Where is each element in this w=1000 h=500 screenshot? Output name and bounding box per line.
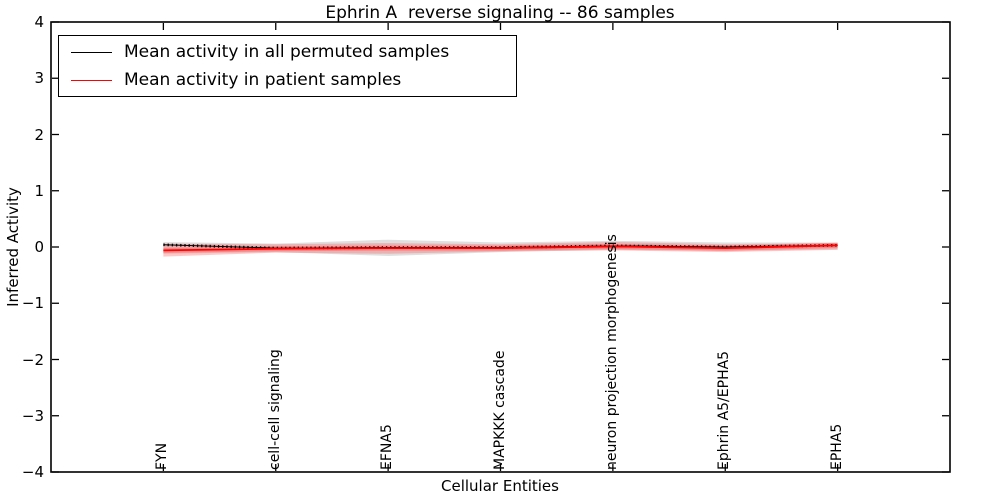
legend-entry-permuted: Mean activity in all permuted samples <box>59 38 516 66</box>
x-category-label: neuron projection morphogenesis <box>603 234 620 470</box>
patient-std-band <box>163 241 838 257</box>
y-tick-label: 2 <box>34 125 44 144</box>
y-tick-label: −3 <box>21 406 44 425</box>
y-tick-label: 1 <box>34 181 44 200</box>
permuted-line-sample-icon <box>71 51 112 53</box>
x-category-label: Ephrin A5/EPHA5 <box>716 350 733 470</box>
y-tick-label: −2 <box>21 350 44 369</box>
patient-line-sample-icon <box>71 79 112 81</box>
y-tick-label: 3 <box>34 69 44 88</box>
legend-label-patient: Mean activity in patient samples <box>124 70 402 90</box>
legend-entry-patient: Mean activity in patient samples <box>59 66 516 94</box>
x-category-label: EPHA5 <box>828 423 845 470</box>
legend: Mean activity in all permuted samples Me… <box>58 35 517 97</box>
x-axis-label: Cellular Entities <box>441 477 559 495</box>
x-category-label: FYN <box>154 442 171 470</box>
y-tick-label: 4 <box>34 13 44 31</box>
legend-label-permuted: Mean activity in all permuted samples <box>124 42 450 62</box>
y-tick-label: −4 <box>21 463 44 481</box>
x-category-label: cell-cell signaling <box>266 349 283 470</box>
axes-frame <box>50 21 951 473</box>
patient-mean-line <box>163 244 838 252</box>
x-category-label: MAPKKK cascade <box>491 350 508 470</box>
y-tick-label: −1 <box>21 294 44 313</box>
x-category-label: EFNA5 <box>379 424 396 470</box>
chart-title: Ephrin A reverse signaling -- 86 samples <box>325 3 675 23</box>
y-tick-label: 0 <box>34 238 44 256</box>
